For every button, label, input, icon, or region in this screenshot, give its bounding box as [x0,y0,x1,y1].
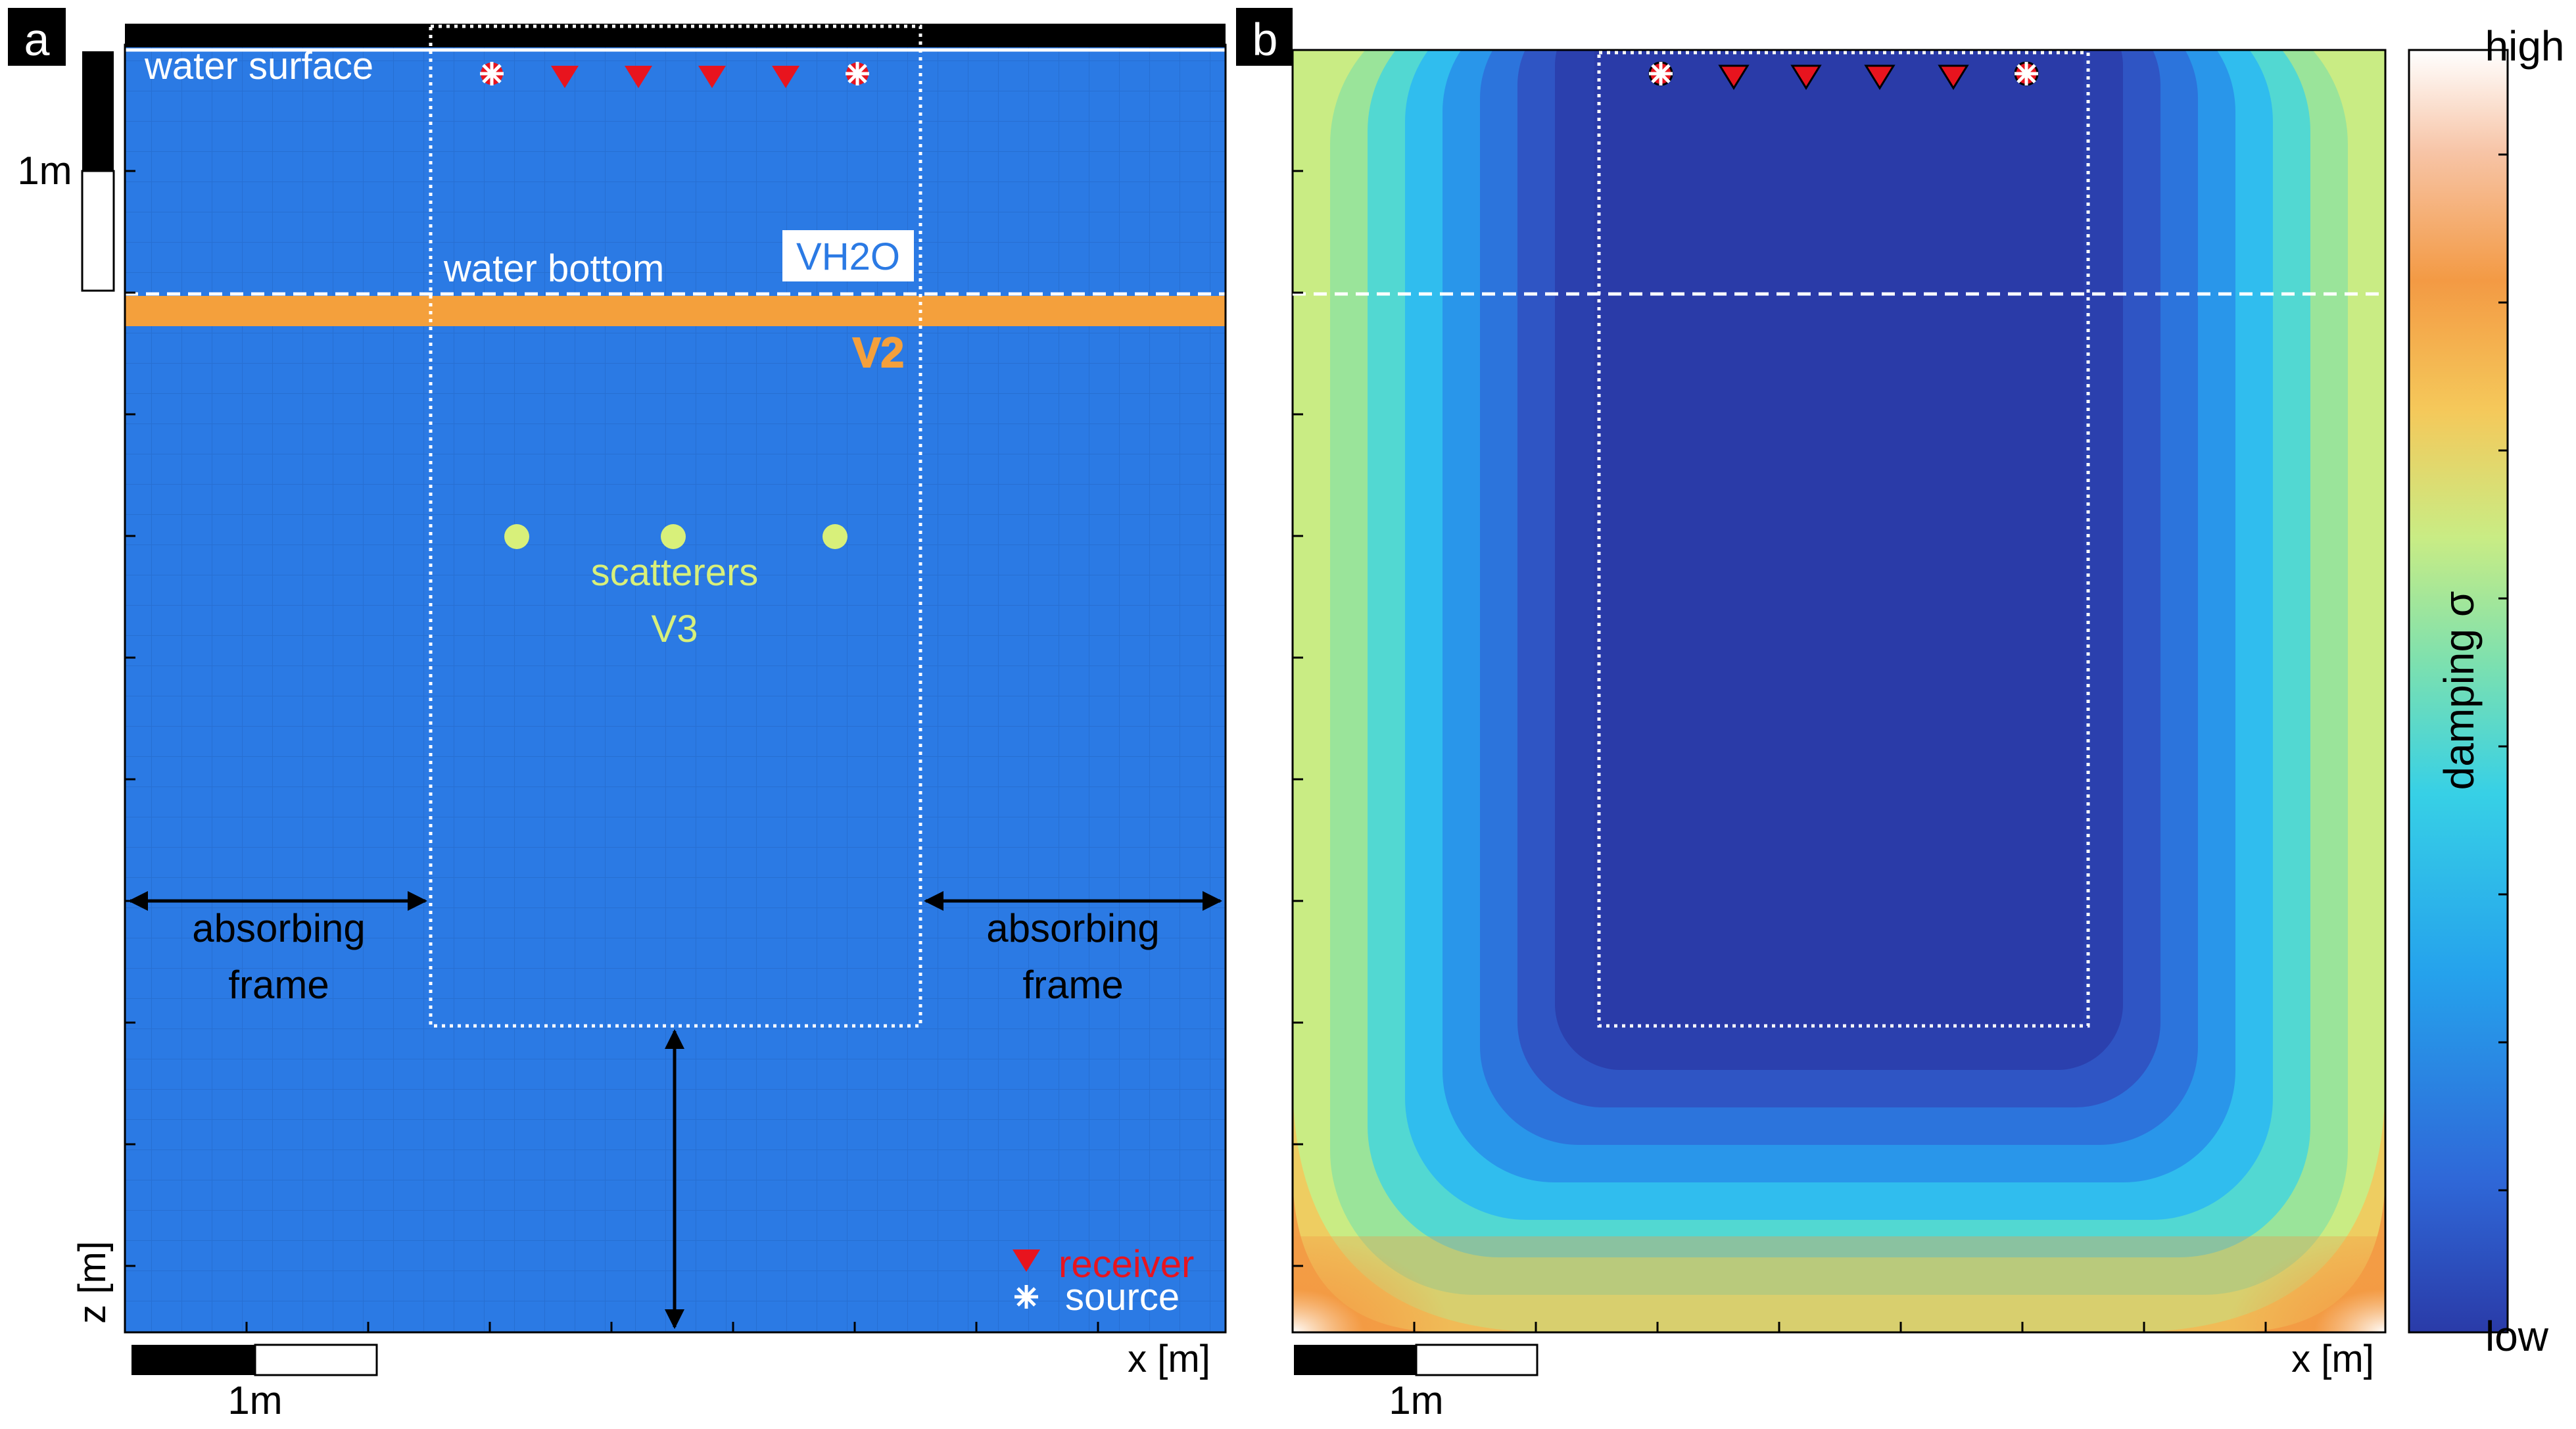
horizontal-scale-label-b: 1m [1389,1378,1443,1422]
panel-b-frame [1291,49,2387,1334]
panel-b: b [1236,0,2565,1422]
water-bottom-label: water bottom [443,247,664,290]
horizontal-scale-bar-black-b [1294,1345,1416,1375]
scatterer-3 [823,524,847,549]
sediment-layer-v2 [125,296,1226,326]
receiver-1 [551,66,579,88]
x-axis-label-a: x [m] [1128,1338,1210,1380]
receiver-1-b [1718,64,1750,90]
colorbar-ticks [2498,153,2508,1192]
source-right [846,62,869,85]
colorbar [2408,49,2509,1334]
source-left [480,62,504,85]
legend-receiver-label: receiver [1059,1243,1194,1286]
vertical-scale-label: 1m [17,149,72,193]
source-right-b [2014,61,2039,86]
v2-label: V2 [853,329,904,376]
v3-label: V3 [652,608,698,650]
panel-b-letter-box [1236,8,1294,66]
horizontal-scale-bar-white-a [254,1344,378,1376]
damping-bottom-strip [1293,1236,2385,1332]
absorbing-left-label-2: frame [228,963,329,1007]
legend-source-label: source [1065,1276,1180,1319]
absorbing-right-label-1: absorbing [986,906,1160,950]
receiver-2 [625,66,652,88]
panel-a-frame [124,43,1227,1334]
receiver-2-b [1790,64,1822,90]
receiver-4 [772,66,799,88]
colorbar-low-label: low [2485,1313,2549,1360]
receiver-3 [698,66,726,88]
horizontal-scale-label-a: 1m [227,1378,282,1422]
water-surface-label: water surface [144,45,373,87]
legend-receiver-icon [1013,1249,1040,1272]
absorbing-left-label-1: absorbing [192,906,366,950]
z-axis-label: z [m] [71,1241,114,1324]
absorbing-right-label-2: frame [1022,963,1123,1007]
horizontal-scale-bar-white-b [1415,1344,1538,1376]
scatterer-1 [504,524,529,549]
panel-b-ticks [1293,170,2267,1332]
receiver-4-b [1938,64,1969,90]
colorbar-high-label: high [2485,22,2565,70]
target-region-outline [429,24,922,1028]
damping-corner-right-glow [2228,1236,2385,1332]
horizontal-scale-bar-black-a [131,1345,255,1375]
x-axis-label-b: x [m] [2291,1338,2374,1380]
source-left-b [1648,61,1673,86]
panel-a: a [8,8,1227,1422]
scatterers-label: scatterers [591,551,759,594]
legend-source-icon [1014,1285,1038,1309]
panel-a-letter-box [8,8,66,66]
target-region-outline-b [1597,51,2090,1028]
scatterer-2 [661,524,686,549]
vh2o-label-box [782,230,914,281]
damping-corner-left-glow [1293,1236,1450,1332]
colorbar-title: damping σ [2435,591,2483,790]
receiver-3-b [1864,64,1896,90]
panel-b-top-cover [1293,0,2385,50]
damping-interior [1594,0,2084,1027]
vertical-scale-bar-white [81,170,115,292]
panel-a-letter: a [24,14,50,65]
vh2o-label: VH2O [796,235,900,278]
vertical-scale-bar-black [82,51,114,171]
panel-b-letter: b [1252,14,1278,65]
